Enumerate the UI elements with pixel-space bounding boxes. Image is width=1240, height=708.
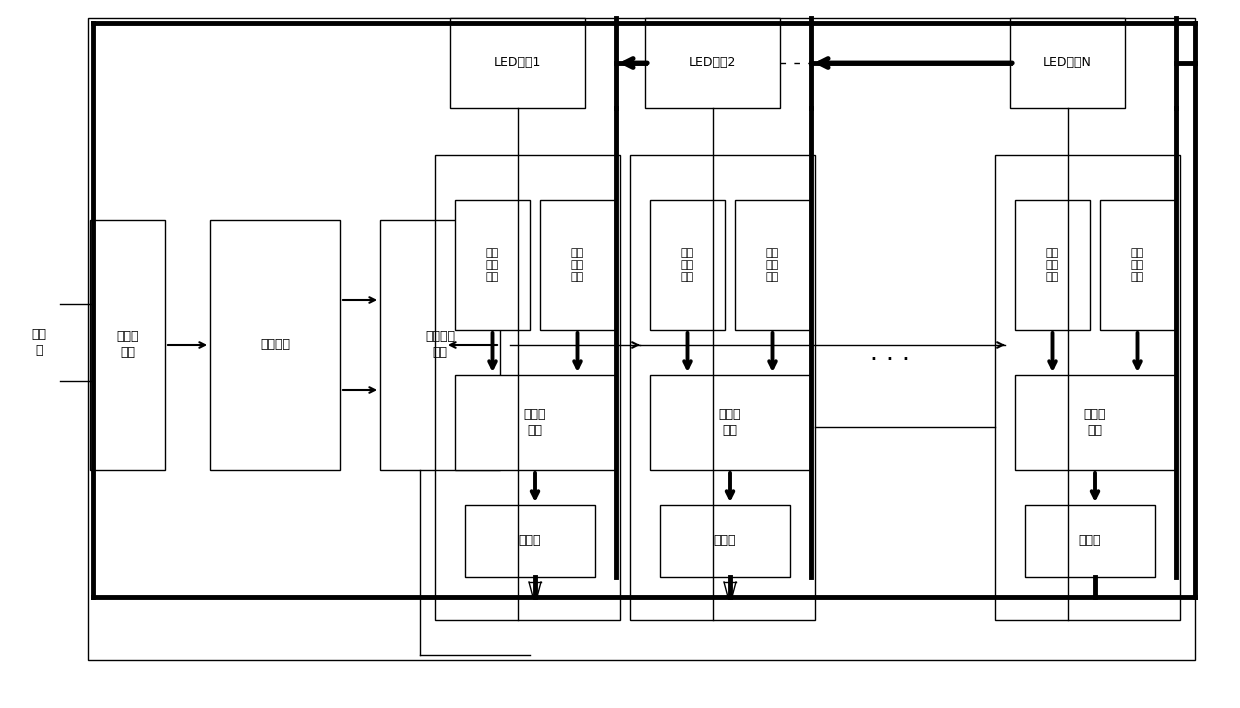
Bar — [1011, 18, 1125, 108]
Bar — [455, 200, 529, 330]
Text: 基准
电压
单元: 基准 电压 单元 — [1131, 248, 1145, 282]
Bar — [1016, 375, 1176, 470]
Bar — [645, 18, 780, 108]
Bar — [539, 200, 615, 330]
Text: 运算放
大器: 运算放 大器 — [1084, 408, 1106, 437]
Bar — [1016, 200, 1090, 330]
Text: LED网的2: LED网的2 — [688, 57, 737, 69]
Bar — [210, 220, 340, 470]
Text: 调整管: 调整管 — [714, 535, 737, 547]
Bar — [1100, 200, 1176, 330]
Text: 电流
采样
单元: 电流 采样 单元 — [1045, 248, 1059, 282]
Text: 电流
采样
单元: 电流 采样 单元 — [681, 248, 694, 282]
Text: 正弦
波: 正弦 波 — [31, 329, 47, 357]
Text: 基准
电压
单元: 基准 电压 单元 — [570, 248, 584, 282]
Bar — [465, 505, 595, 577]
Bar — [630, 155, 815, 620]
Bar — [1025, 505, 1154, 577]
Text: 调整管: 调整管 — [1079, 535, 1101, 547]
Text: 逻辑控制
电路: 逻辑控制 电路 — [425, 331, 455, 360]
Text: · · ·: · · · — [870, 348, 910, 372]
Text: 基准
电压
单元: 基准 电压 单元 — [766, 248, 779, 282]
Bar — [994, 155, 1180, 620]
Bar — [650, 375, 810, 470]
Bar — [455, 375, 615, 470]
Bar — [450, 18, 585, 108]
Text: 运算放
大器: 运算放 大器 — [523, 408, 547, 437]
Bar — [735, 200, 810, 330]
Text: 电流
采样
单元: 电流 采样 单元 — [486, 248, 500, 282]
Bar — [435, 155, 620, 620]
Bar — [650, 200, 725, 330]
Bar — [91, 220, 165, 470]
Bar — [379, 220, 500, 470]
Text: 采样电路: 采样电路 — [260, 338, 290, 351]
Text: LED网绚N: LED网绚N — [1043, 57, 1092, 69]
Text: LED网的1: LED网的1 — [494, 57, 541, 69]
Text: 调整管: 调整管 — [518, 535, 541, 547]
Bar — [660, 505, 790, 577]
Text: 整流桥
电路: 整流桥 电路 — [117, 331, 139, 360]
Bar — [88, 18, 1195, 660]
Text: 运算放
大器: 运算放 大器 — [719, 408, 742, 437]
